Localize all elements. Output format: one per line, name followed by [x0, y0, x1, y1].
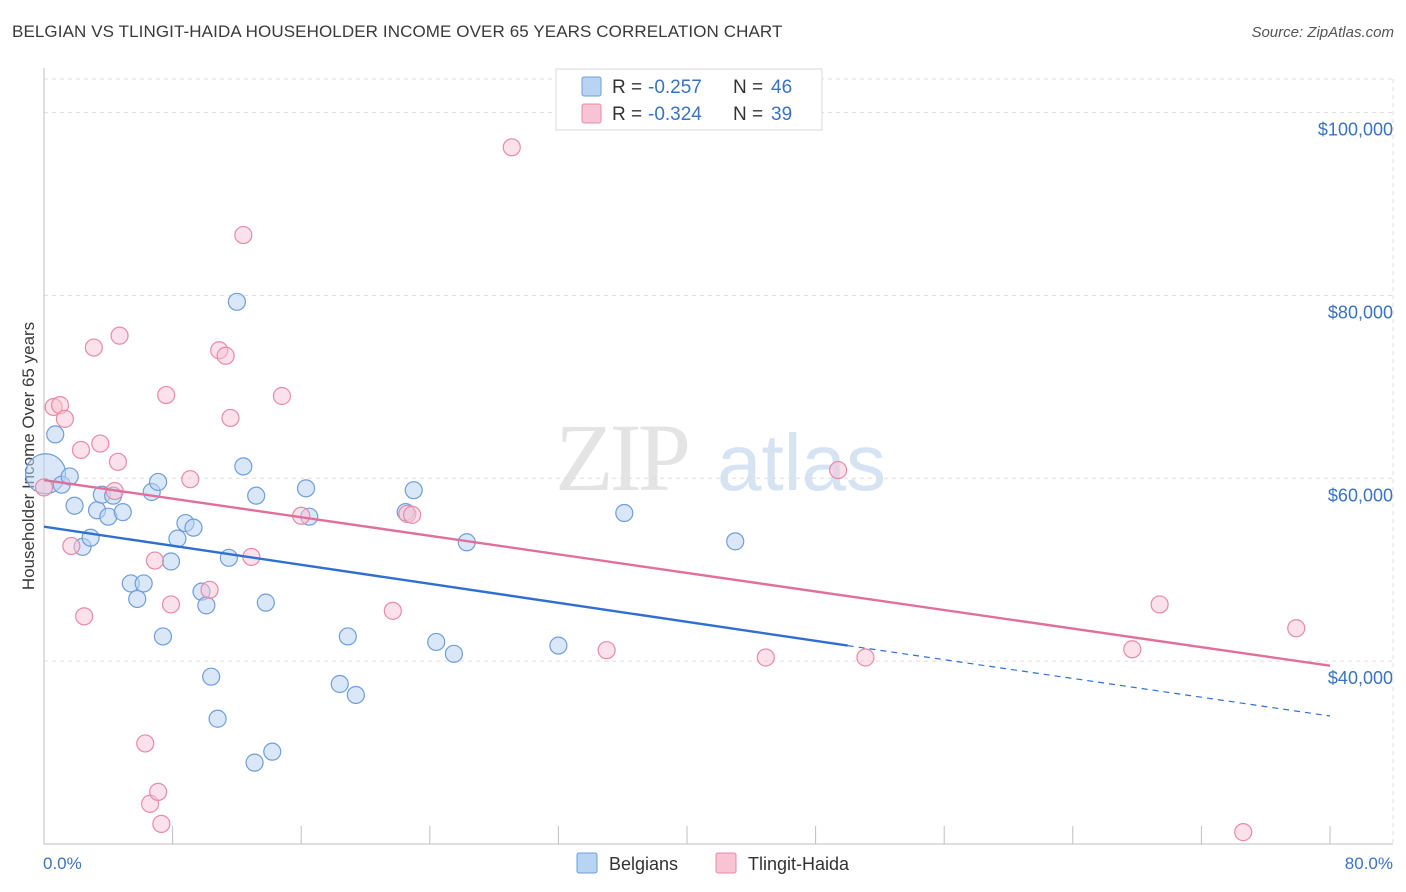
belgians-point [197, 596, 216, 615]
belgians-point [427, 632, 446, 652]
belgians-point [338, 627, 357, 646]
belgians-point [346, 685, 365, 705]
belgians-point [296, 479, 316, 498]
y-tick-labels: $40,000 $60,000 $80,000 $100,000 [1318, 120, 1393, 689]
legend-belgians-r-label: R = [612, 77, 642, 98]
y-tick-label-0: $40,000 [1328, 668, 1393, 688]
tlingit-haida-point [272, 386, 292, 406]
tlingit-haida-point [403, 505, 422, 524]
tlingit-haida-point [216, 346, 235, 365]
belgians-point [549, 636, 568, 655]
y-tick-label-2: $80,000 [1328, 302, 1393, 322]
x-tick-label-1: 80.0% [1345, 854, 1393, 873]
belgians-point [219, 548, 238, 567]
tlingit-haida-point [856, 648, 875, 667]
belgians-point [256, 593, 275, 612]
tlingit-haida-point [84, 338, 103, 357]
y-tick-label-1: $60,000 [1328, 485, 1393, 505]
x-tick-label-0: 0.0% [43, 854, 82, 873]
belgians-point [149, 472, 168, 492]
tlingit-haida-point [62, 536, 81, 556]
legend-tlingit-swatch [581, 103, 602, 124]
trend-lines [43, 478, 1331, 717]
tlingit-haida-trend-line [43, 478, 1331, 667]
belgians-point [615, 503, 634, 523]
belgians-point [113, 503, 132, 522]
x-tick-labels: 0.0% 80.0% [43, 854, 1393, 873]
axes [43, 68, 1393, 845]
belgians-point [161, 552, 181, 571]
belgians-point [404, 481, 423, 500]
series-belgians-points [25, 292, 745, 772]
chart-title: BELGIAN VS TLINGIT-HAIDA HOUSEHOLDER INC… [12, 22, 783, 41]
tlingit-haida-point [71, 440, 91, 460]
belgians-point [247, 486, 266, 505]
watermark: ZIP atlas [555, 404, 886, 511]
legend-tlingit-n-value: 39 [771, 104, 792, 125]
belgians-point [46, 425, 65, 444]
source-label: Source: ZipAtlas.com [1251, 24, 1394, 41]
tlingit-haida-point [502, 138, 521, 157]
tlingit-haida-point [152, 814, 171, 833]
belgians-point [227, 292, 246, 311]
belgians-trend-extension [847, 645, 1331, 717]
bottom-legend: Belgians Tlingit-Haida [576, 852, 850, 874]
y-axis-title: Householder Income Over 65 years [19, 322, 38, 590]
tlingit-haida-point [136, 734, 155, 753]
tlingit-haida-point [91, 434, 110, 453]
legend-belgians-swatch [581, 76, 602, 97]
tlingit-haida-point [1287, 619, 1306, 638]
legend-tlingit-r-value: -0.324 [648, 104, 702, 125]
belgians-point [128, 589, 147, 609]
tlingit-haida-point [234, 225, 253, 245]
tlingit-haida-point [108, 452, 128, 471]
tlingit-haida-point [161, 595, 181, 614]
tlingit-haida-point [157, 385, 176, 405]
belgians-trend-line [43, 525, 848, 647]
watermark-atlas: atlas [717, 418, 886, 507]
tlingit-haida-point [221, 408, 240, 428]
belgians-point [245, 753, 264, 772]
bottom-legend-tlingit-swatch [715, 852, 737, 874]
belgians-point [208, 709, 227, 728]
tlingit-haida-point [34, 478, 54, 497]
tlingit-haida-point [200, 580, 219, 599]
tlingit-haida-point [145, 551, 165, 570]
tlingit-haida-point [181, 470, 200, 489]
tlingit-haida-point [1234, 823, 1253, 842]
tlingit-haida-point [110, 326, 129, 345]
legend-belgians-r-value: -0.257 [648, 77, 702, 98]
belgians-point [153, 627, 173, 646]
belgians-point [444, 644, 464, 663]
belgians-point [263, 742, 282, 761]
tlingit-haida-point [829, 460, 848, 480]
belgians-point [202, 667, 221, 686]
tlingit-haida-point [1150, 595, 1169, 614]
belgians-point [234, 457, 253, 476]
tlingit-haida-point [55, 409, 74, 428]
belgians-point [65, 496, 84, 515]
legend-belgians-n-label: N = [733, 77, 763, 98]
belgians-point [726, 532, 745, 551]
watermark-zip: ZIP [555, 404, 688, 511]
series-tlingit-haida-points [34, 138, 1306, 842]
belgians-point [134, 574, 153, 593]
tlingit-haida-point [597, 641, 616, 660]
tlingit-haida-point [1123, 640, 1142, 659]
tlingit-haida-point [75, 607, 94, 626]
tlingit-haida-point [756, 648, 775, 667]
bottom-legend-belgians-label: Belgians [609, 854, 678, 874]
legend-belgians-n-value: 46 [771, 77, 792, 98]
belgians-point [184, 518, 203, 537]
tlingit-haida-point [383, 601, 402, 620]
bottom-legend-belgians-swatch [576, 852, 598, 874]
y-tick-label-3: $100,000 [1318, 120, 1393, 140]
tlingit-haida-point [149, 782, 168, 801]
legend-tlingit-n-label: N = [733, 104, 763, 125]
legend-tlingit-r-label: R = [612, 104, 642, 125]
legend: R = -0.257 N = 46 R = -0.324 N = 39 [555, 68, 823, 131]
bottom-legend-tlingit-label: Tlingit-Haida [748, 854, 850, 874]
belgians-point [330, 674, 349, 694]
